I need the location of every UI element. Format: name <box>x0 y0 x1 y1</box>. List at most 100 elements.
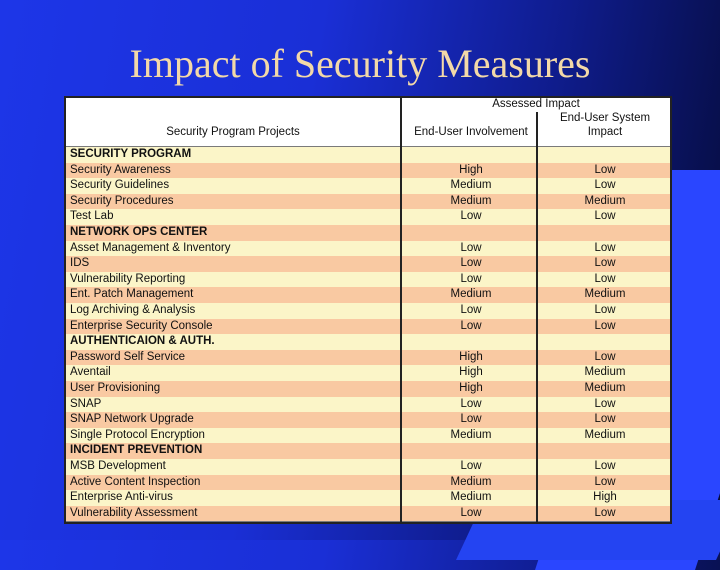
end-user-involvement-value: Medium <box>450 475 492 488</box>
project-name: INCIDENT PREVENTION <box>70 444 203 457</box>
end-user-system-impact-value <box>540 334 670 350</box>
end-user-involvement-value <box>404 225 538 241</box>
end-user-system-impact-value: Medium <box>584 366 626 379</box>
end-user-system-impact-value: Low <box>594 179 616 192</box>
project-name: Single Protocol Encryption <box>70 428 205 441</box>
end-user-involvement-value <box>404 443 538 459</box>
end-user-involvement-value: Medium <box>450 288 492 301</box>
project-name: SNAP <box>70 397 102 410</box>
table-section-row: AUTHENTICAION & AUTH. <box>66 334 670 350</box>
end-user-involvement-value: Low <box>460 460 482 472</box>
end-user-system-impact-value: Medium <box>584 382 626 394</box>
end-user-system-impact-value: Low <box>594 272 616 285</box>
end-user-involvement-value: Low <box>460 241 482 254</box>
table-row: SNAP Low Low <box>66 396 670 413</box>
end-user-involvement-value: High <box>459 382 483 394</box>
table-header: Assessed Impact Security Program Project… <box>66 98 670 146</box>
end-user-system-impact-value: Medium <box>584 288 626 301</box>
column-divider <box>400 98 402 522</box>
end-user-involvement-value: Low <box>460 413 482 426</box>
project-name: Security Awareness <box>70 163 171 176</box>
table-row: User Provisioning High Medium <box>66 381 670 397</box>
end-user-system-impact-value: Low <box>594 319 616 332</box>
end-user-involvement-value: Low <box>460 257 482 270</box>
end-user-involvement-value: Low <box>460 272 482 285</box>
slide-title: Impact of Security Measures <box>129 41 591 86</box>
end-user-involvement-value: Medium <box>450 428 492 441</box>
end-user-involvement-value: Medium <box>450 491 492 504</box>
project-name: Vulnerability Reporting <box>70 272 186 285</box>
project-name: SECURITY PROGRAM <box>70 148 192 160</box>
table-section-row: NETWORK OPS CENTER <box>66 225 670 241</box>
project-name: SNAP Network Upgrade <box>70 413 194 426</box>
table-row: Enterprise Anti-virus Medium High <box>66 490 670 506</box>
table-row: Vulnerability Assessment Low Low <box>66 505 670 522</box>
table-row: Asset Management & Inventory Low Low <box>66 240 670 257</box>
project-name: User Provisioning <box>70 382 161 394</box>
table-row: Enterprise Security Console Low Low <box>66 318 670 335</box>
table-row: Vulnerability Reporting Low Low <box>66 271 670 288</box>
end-user-involvement-value <box>404 334 538 350</box>
end-user-system-impact-value: Low <box>594 350 616 363</box>
end-user-system-impact-value: Low <box>594 163 616 176</box>
project-name: Active Content Inspection <box>70 475 201 488</box>
table-section-row: SECURITY PROGRAM <box>66 147 670 163</box>
header-end-user-system-line2: Impact <box>587 126 623 138</box>
project-name: AUTHENTICAION & AUTH. <box>70 335 215 348</box>
end-user-involvement-value: Medium <box>450 179 492 192</box>
end-user-involvement-value: High <box>459 350 483 363</box>
end-user-involvement-value: Low <box>460 397 482 410</box>
project-name: Enterprise Security Console <box>70 319 213 332</box>
project-name: Log Archiving & Analysis <box>70 304 196 316</box>
end-user-system-impact-value: Low <box>594 460 616 472</box>
project-name: Test Lab <box>70 210 114 223</box>
table-row: Active Content Inspection Medium Low <box>66 474 670 491</box>
end-user-system-impact-value: Low <box>594 413 616 426</box>
project-name: Ent. Patch Management <box>70 288 194 301</box>
project-name: IDS <box>70 257 90 270</box>
table-row: Ent. Patch Management Medium Medium <box>66 287 670 303</box>
end-user-involvement-value: Low <box>460 506 482 519</box>
table-row: Single Protocol Encryption Medium Medium <box>66 427 670 444</box>
project-name: Asset Management & Inventory <box>70 241 231 254</box>
project-name: Password Self Service <box>70 350 186 363</box>
project-name: MSB Development <box>70 460 166 472</box>
table-row: Aventail High Medium <box>66 365 670 381</box>
end-user-system-impact-value <box>540 147 670 163</box>
end-user-system-impact-value: High <box>593 491 617 504</box>
end-user-involvement-value: High <box>459 366 483 379</box>
table-row: Security Awareness High Low <box>66 162 670 179</box>
project-name: Aventail <box>70 366 111 379</box>
end-user-system-impact-value <box>540 443 670 459</box>
table-row: Password Self Service High Low <box>66 349 670 366</box>
end-user-involvement-value: High <box>459 163 483 176</box>
end-user-involvement-value: Low <box>460 319 482 332</box>
end-user-involvement-value: Low <box>460 210 482 223</box>
end-user-system-impact-value: Low <box>594 475 616 488</box>
end-user-system-impact-value: Low <box>594 257 616 270</box>
end-user-system-impact-value <box>540 225 670 241</box>
table-row: Log Archiving & Analysis Low Low <box>66 303 670 319</box>
end-user-system-impact-value: Low <box>594 241 616 254</box>
table-row: Test Lab Low Low <box>66 209 670 225</box>
impact-table: Assessed Impact Security Program Project… <box>64 96 672 524</box>
end-user-involvement-value: Medium <box>450 194 492 207</box>
column-divider <box>536 112 538 522</box>
table-section-row: INCIDENT PREVENTION <box>66 443 670 459</box>
header-end-user-system-line1: End-User System <box>559 112 651 124</box>
project-name: Security Procedures <box>70 194 174 207</box>
header-assessed-impact: Assessed Impact <box>492 98 580 110</box>
project-name: NETWORK OPS CENTER <box>70 226 208 238</box>
end-user-system-impact-value: Low <box>594 304 616 316</box>
table-row: Security Guidelines Medium Low <box>66 178 670 194</box>
table-row: IDS Low Low <box>66 256 670 272</box>
table-row: Security Procedures Medium Medium <box>66 193 670 210</box>
end-user-system-impact-value: Medium <box>584 194 626 207</box>
end-user-involvement-value <box>404 147 538 163</box>
end-user-system-impact-value: Low <box>594 210 616 223</box>
header-projects: Security Program Projects <box>166 126 300 138</box>
project-name: Vulnerability Assessment <box>70 506 198 519</box>
end-user-involvement-value: Low <box>460 304 482 316</box>
table-row: MSB Development Low Low <box>66 459 670 475</box>
end-user-system-impact-value: Medium <box>584 428 626 441</box>
